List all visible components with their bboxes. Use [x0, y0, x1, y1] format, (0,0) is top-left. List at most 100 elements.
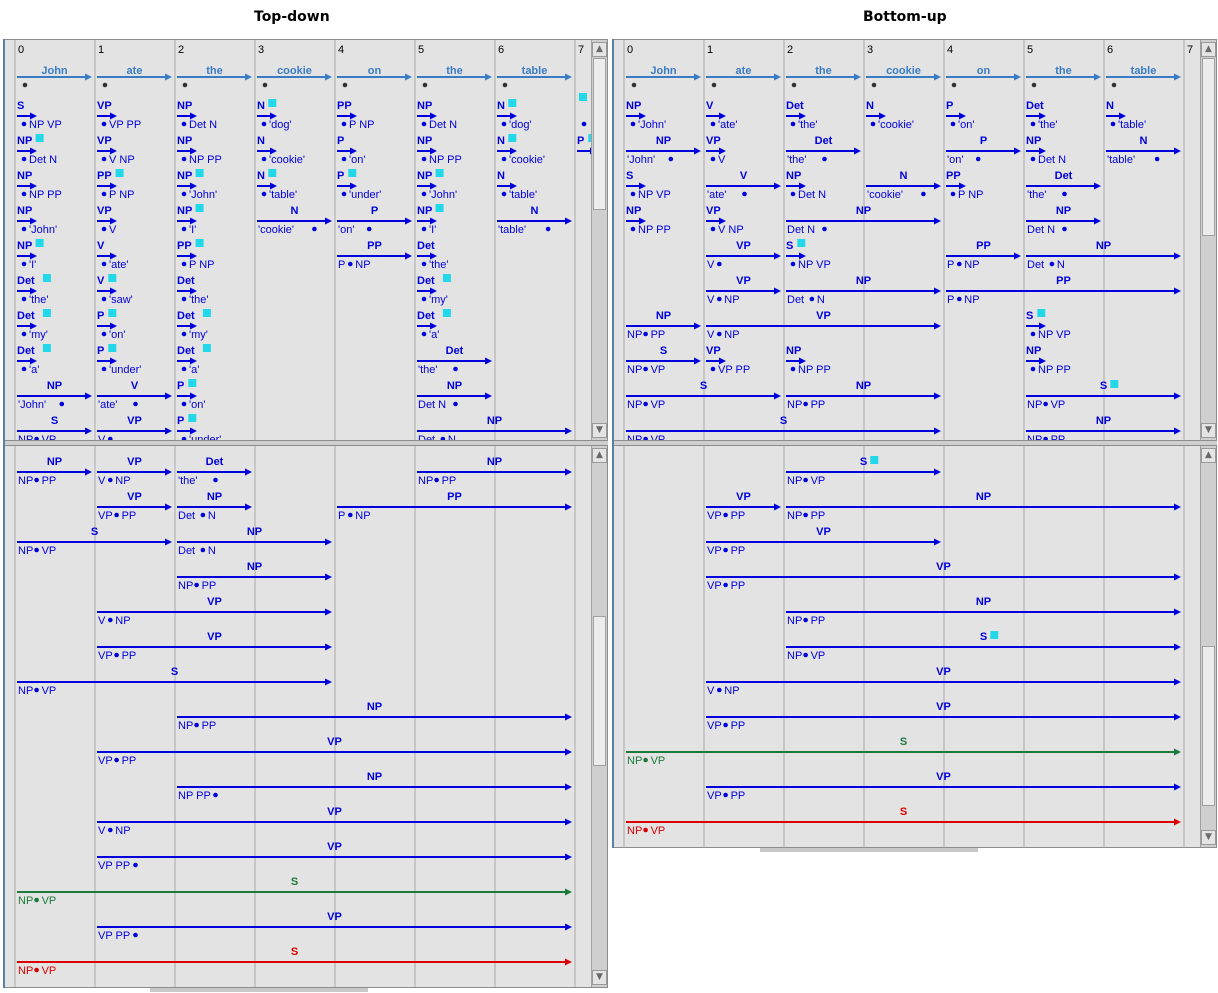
chart-edge[interactable]: VP V NP: [706, 205, 744, 236]
chart-edge[interactable]: Det 'the': [177, 456, 252, 487]
scroll-down-arrow-icon[interactable]: ▼: [1201, 423, 1216, 438]
scroll-down-arrow-icon[interactable]: ▼: [1201, 830, 1216, 845]
chart-edge[interactable]: [579, 93, 587, 127]
chart-edge[interactable]: NP NP PP: [417, 135, 462, 166]
chart-edge[interactable]: N 'table': [497, 205, 572, 236]
bottomup-pane-splitter[interactable]: [612, 441, 1217, 445]
chart-edge[interactable]: NP'John': [17, 205, 57, 236]
chart-edge[interactable]: S NP VP: [786, 631, 1181, 662]
chart-edge[interactable]: P 'on': [337, 135, 365, 166]
chart-edge[interactable]: N 'dog': [497, 99, 532, 131]
chart-edge[interactable]: PP P NP: [946, 170, 983, 201]
chart-edge[interactable]: NP NP PP: [177, 771, 572, 802]
scroll-up-arrow-icon[interactable]: ▲: [592, 448, 607, 463]
word-edge[interactable]: table: [497, 65, 572, 88]
chart-edge[interactable]: N 'table': [1106, 100, 1146, 131]
chart-edge[interactable]: N 'table': [1106, 135, 1181, 166]
chart-edge[interactable]: PPP NP: [337, 491, 572, 522]
chart-edge[interactable]: NP NP PP: [626, 310, 701, 341]
word-edge[interactable]: the: [786, 65, 861, 88]
chart-edge[interactable]: NP Det N: [177, 491, 252, 522]
chart-edge[interactable]: VP V NP: [97, 456, 172, 487]
chart-edge[interactable]: NP'John': [17, 380, 92, 411]
chart-edge[interactable]: NP Det N: [177, 526, 332, 557]
chart-edge[interactable]: Det 'the': [17, 274, 51, 306]
chart-edge[interactable]: P 'under': [337, 169, 381, 201]
chart-edge[interactable]: NP 'I': [177, 204, 204, 236]
chart-edge[interactable]: NP NP PP: [1026, 345, 1071, 376]
chart-edge[interactable]: NP NP PP: [626, 205, 671, 236]
topdown-upper-chart-pane[interactable]: 0 1 2 3 4 5 6 7 John ate the cookie on the table S NP VP…: [3, 39, 608, 441]
chart-edge[interactable]: Det 'the': [417, 345, 492, 376]
chart-edge[interactable]: NP Det N: [1026, 240, 1181, 271]
chart-edge[interactable]: VP V NP: [97, 596, 332, 627]
word-edge[interactable]: cookie: [257, 65, 332, 88]
chart-edge[interactable]: Det 'the': [786, 135, 861, 166]
chart-edge[interactable]: V 'ate': [97, 240, 129, 271]
chart-edge[interactable]: NP NP PP: [786, 596, 1181, 627]
chart-edge[interactable]: Det 'a': [417, 309, 451, 341]
chart-edge[interactable]: VP VP PP: [706, 701, 1181, 732]
chart-edge[interactable]: VP VP PP: [97, 911, 572, 942]
word-edge[interactable]: on: [946, 65, 1021, 88]
chart-edge[interactable]: NP Det N: [786, 275, 941, 306]
word-edge[interactable]: the: [1026, 65, 1101, 88]
chart-edge[interactable]: NP NP PP: [1026, 415, 1181, 441]
chart-edge[interactable]: PPP NP: [946, 240, 1021, 271]
word-edge[interactable]: cookie: [866, 65, 941, 88]
scroll-down-arrow-icon[interactable]: ▼: [592, 423, 607, 438]
chart-edge[interactable]: NP NP PP: [177, 561, 332, 592]
chart-edge[interactable]: Det 'the': [786, 100, 818, 131]
chart-edge[interactable]: VP V NP: [706, 666, 1181, 697]
chart-edge[interactable]: P 'on': [97, 309, 125, 341]
chart-edge[interactable]: VP VP PP: [706, 491, 781, 522]
chart-edge[interactable]: S NP VP: [626, 345, 701, 376]
chart-edge[interactable]: VP VP PP: [706, 526, 941, 557]
chart-edge[interactable]: NP NP PP: [786, 345, 831, 376]
chart-edge[interactable]: NP 'I': [17, 239, 44, 271]
chart-edge[interactable]: NP'John': [626, 135, 701, 166]
chart-edge[interactable]: VP VP PP: [97, 736, 572, 767]
chart-edge[interactable]: NP Det N: [417, 415, 572, 441]
chart-edge[interactable]: N 'cookie': [257, 135, 305, 166]
chart-edge[interactable]: NP NP PP: [17, 170, 62, 201]
scroll-up-arrow-icon[interactable]: ▲: [1201, 42, 1216, 57]
chart-edge[interactable]: NP'John': [417, 169, 457, 201]
bottomup-lower-chart-pane[interactable]: S NP VP VP VP PP NP NP PP VP VP PP VP VP PP NP NP PP S NP VP…: [612, 445, 1217, 848]
chart-edge[interactable]: P 'under': [177, 414, 221, 441]
chart-edge[interactable]: NP'John': [177, 169, 217, 201]
chart-edge[interactable]: N 'dog': [257, 99, 292, 131]
bottomup-horizontal-scrollbar[interactable]: [760, 848, 978, 852]
chart-edge[interactable]: PP P NP: [97, 169, 134, 201]
chart-edge[interactable]: VP V: [97, 415, 172, 441]
chart-edge[interactable]: S NP VP: [626, 380, 781, 411]
chart-edge[interactable]: Det 'my': [177, 309, 211, 341]
word-edge[interactable]: ate: [706, 65, 781, 88]
vertical-scrollbar[interactable]: ▲ ▼: [1200, 40, 1216, 440]
vertical-scrollbar[interactable]: ▲ ▼: [1200, 446, 1216, 847]
topdown-horizontal-scrollbar[interactable]: [150, 988, 368, 992]
chart-edge[interactable]: VP VP PP: [97, 100, 141, 131]
chart-edge[interactable]: S NP VP: [1026, 380, 1181, 411]
chart-edge[interactable]: S NP VP: [626, 806, 1181, 837]
chart-edge[interactable]: S NP VP: [17, 526, 172, 557]
word-edge[interactable]: the: [417, 65, 492, 88]
vertical-scrollbar[interactable]: ▲ ▼: [591, 446, 607, 987]
chart-edge[interactable]: V 'ate': [97, 380, 172, 411]
chart-edge[interactable]: N 'cookie': [257, 205, 332, 236]
chart-edge[interactable]: VP V NP: [706, 310, 941, 341]
chart-edge[interactable]: S NP VP: [626, 170, 671, 201]
chart-edge[interactable]: N 'table': [497, 170, 537, 201]
vertical-scrollbar[interactable]: ▲ ▼: [591, 40, 607, 440]
chart-edge[interactable]: NP'John': [626, 100, 666, 131]
scroll-up-arrow-icon[interactable]: ▲: [1201, 448, 1216, 463]
chart-edge[interactable]: VP V NP: [706, 275, 781, 306]
word-edge[interactable]: John: [626, 65, 701, 88]
chart-edge[interactable]: Det 'my': [417, 274, 451, 306]
